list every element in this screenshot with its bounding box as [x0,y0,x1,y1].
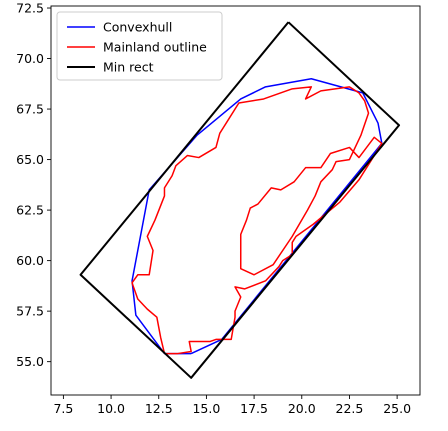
series-line-convexhull [131,78,383,355]
x-axis: 7.5 10.0 12.5 15.0 17.5 20.0 22.5 25.0 [53,395,411,416]
x-tick-label: 15.0 [192,401,220,416]
x-tick-label: 20.0 [288,401,316,416]
y-tick-label: 57.5 [16,304,44,319]
y-tick-label: 60.0 [16,253,44,268]
plot-frame [50,5,421,396]
x-tick-label: 10.0 [97,401,125,416]
legend-label-convexhull: Convexhull [103,20,172,35]
y-tick-label: 55.0 [16,354,44,369]
x-tick-label: 22.5 [336,401,364,416]
y-tick-label: 70.0 [16,51,44,66]
legend-label-mainland-outline: Mainland outline [103,40,207,55]
legend-box [56,11,223,81]
y-tick-label: 67.5 [16,102,44,117]
y-tick-label: 72.5 [16,1,44,16]
y-tick-label: 65.0 [16,152,44,167]
y-axis: 55.0 57.5 60.0 62.5 65.0 67.5 70.0 72.5 [16,1,51,369]
legend: Convexhull Mainland outline Min rect [56,11,223,81]
series-line-min-rect [79,21,401,379]
x-tick-label: 7.5 [53,401,73,416]
x-tick-label: 17.5 [240,401,268,416]
y-tick-label: 62.5 [16,203,44,218]
x-tick-label: 25.0 [383,401,411,416]
x-tick-label: 12.5 [145,401,173,416]
series-line-mainland-outline [131,86,383,355]
series-layer [79,21,401,379]
legend-label-min-rect: Min rect [103,60,154,75]
